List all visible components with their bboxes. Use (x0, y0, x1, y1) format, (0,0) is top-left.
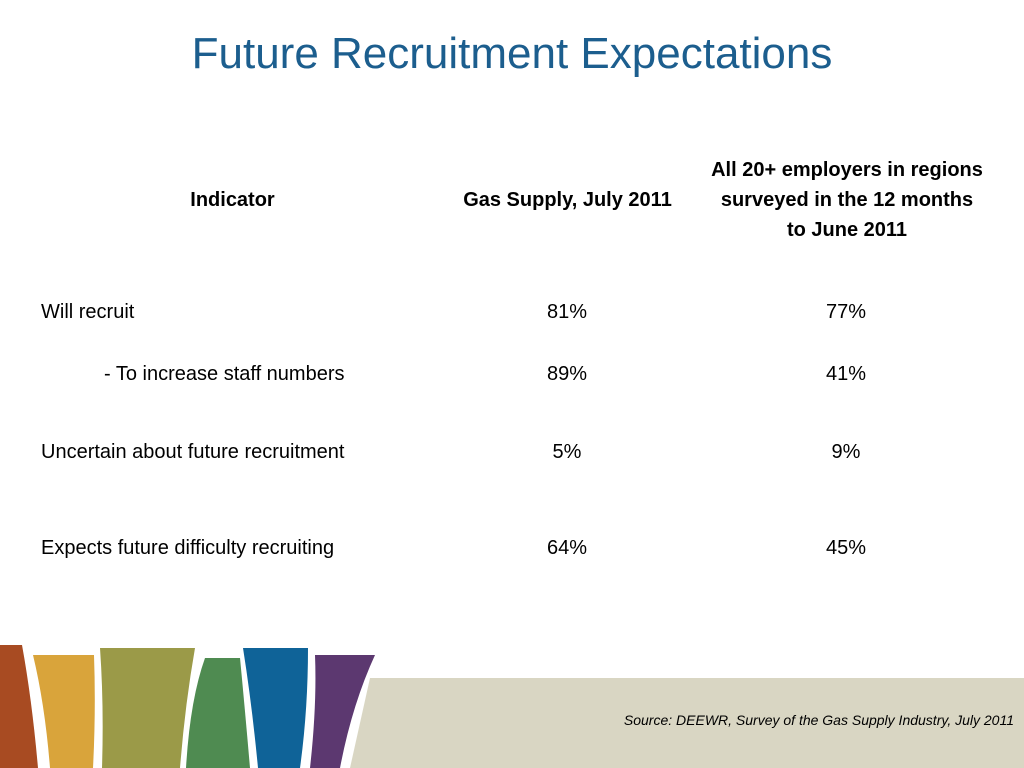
slide-title: Future Recruitment Expectations (191, 29, 833, 78)
table-cell: 64% (546, 537, 588, 559)
table-cell: 9% (831, 441, 861, 463)
table-cell: 77% (825, 301, 867, 323)
table-cell: 81% (546, 301, 588, 323)
table-cell: 45% (825, 537, 867, 559)
source-note: Source: DEEWR, Survey of the Gas Supply … (623, 712, 1014, 728)
row-label: - To increase staff numbers (104, 363, 345, 385)
row-label: Expects future difficulty recruiting (41, 537, 335, 559)
column-header: All 20+ employers in regions surveyed in… (711, 159, 983, 241)
table-cell: 5% (552, 441, 582, 463)
table-cell: 41% (825, 363, 867, 385)
column-header: Indicator (190, 189, 275, 211)
row-label: Will recruit (41, 301, 135, 323)
column-header: Gas Supply, July 2011 (463, 189, 672, 211)
row-label: Uncertain about future recruitment (41, 441, 345, 463)
table-cell: 89% (546, 363, 588, 385)
